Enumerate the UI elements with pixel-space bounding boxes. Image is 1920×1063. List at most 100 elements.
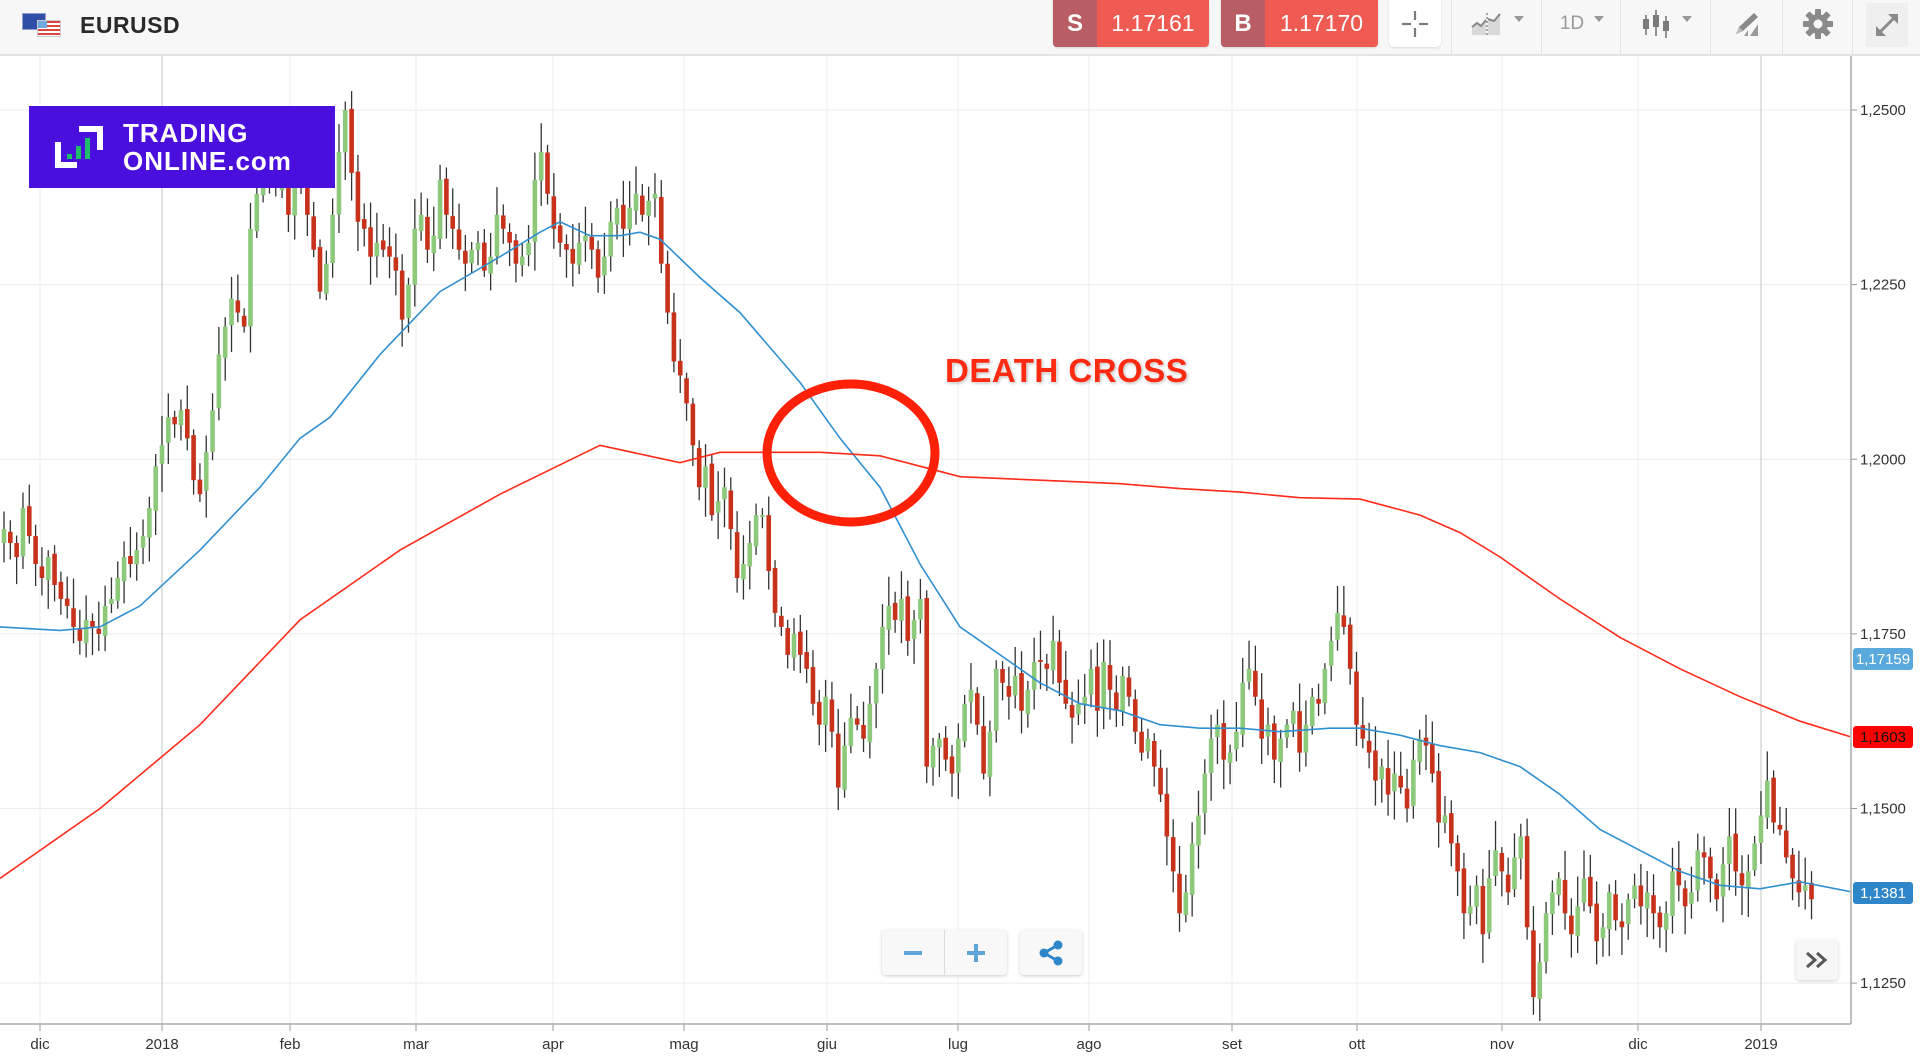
candle-body	[848, 717, 854, 746]
fast-moving-average-line	[0, 220, 1851, 893]
candle-body	[766, 515, 772, 572]
candle-body	[1379, 766, 1385, 780]
candle-body	[475, 242, 481, 250]
candle-body	[507, 232, 512, 243]
candle-body	[1644, 892, 1650, 909]
minus-icon	[904, 950, 922, 955]
candle-body	[1739, 873, 1745, 886]
candle-body	[1619, 921, 1625, 928]
candle-body	[1581, 878, 1587, 903]
candle-body	[652, 193, 658, 199]
candle-body	[166, 417, 171, 443]
candle-body	[342, 110, 348, 153]
candle-body	[1309, 696, 1315, 727]
candle-body	[1063, 679, 1069, 704]
candle-body	[1531, 930, 1536, 998]
candle-body	[1202, 773, 1208, 813]
buy-button[interactable]: B 1.17170	[1221, 0, 1378, 47]
candle-body	[1493, 850, 1498, 877]
candle-body	[1467, 906, 1473, 914]
timeframe-dropdown[interactable]: 1D	[1545, 0, 1619, 47]
symbol-selector[interactable]: EURUSD	[22, 8, 180, 42]
candle-body	[1758, 815, 1764, 843]
candle-body	[1562, 879, 1568, 914]
candle-body	[949, 756, 955, 774]
buy-price: 1.17170	[1279, 10, 1364, 36]
candle-body	[102, 605, 108, 636]
chevron-down-icon	[1514, 15, 1524, 22]
x-tick-label: apr	[542, 1036, 564, 1053]
candle-body	[937, 738, 942, 748]
candle-body	[1550, 892, 1555, 915]
sell-button[interactable]: S 1.17161	[1053, 0, 1209, 47]
candle-body	[1050, 640, 1056, 671]
indicators-icon	[1471, 12, 1501, 36]
candle-body	[1708, 856, 1713, 879]
candlestick-chart-icon	[1643, 9, 1669, 38]
candle-body	[1486, 878, 1492, 933]
candle-body	[760, 515, 765, 518]
candle-body	[1727, 836, 1732, 864]
x-tick-label: dic	[30, 1036, 50, 1053]
candle-body	[1670, 871, 1675, 916]
candle-body	[703, 466, 708, 488]
settings-button[interactable]	[1786, 0, 1850, 47]
share-icon	[1039, 940, 1063, 965]
candle-body	[519, 256, 525, 266]
fast-ma-price-tag: 1,1381	[1853, 882, 1913, 904]
candle-body	[184, 409, 190, 439]
plus-icon	[967, 943, 985, 962]
share-button[interactable]	[1020, 930, 1082, 975]
y-tick-label: 1,1500	[1860, 801, 1906, 818]
candle-body	[374, 242, 380, 257]
candle-body	[943, 737, 948, 760]
candle-body	[1145, 738, 1151, 752]
candle-body	[8, 531, 13, 544]
zoom-in-button[interactable]	[945, 930, 1007, 975]
candle-body	[981, 726, 986, 774]
fullscreen-button[interactable]	[1866, 3, 1908, 47]
last-price-tag: 1,17159	[1853, 648, 1913, 670]
candle-body	[1221, 723, 1227, 760]
x-tick-label: ott	[1349, 1036, 1367, 1053]
candle-body	[956, 738, 961, 773]
candle-body	[1082, 696, 1088, 705]
candlestick-chart[interactable]: 1,2500 1,2250 1,2000 1,1750 1,1500 1,1250 dic 2…	[0, 56, 1920, 1058]
drawing-tools-button[interactable]	[1714, 0, 1780, 47]
candle-body	[1000, 668, 1005, 683]
crosshair-button[interactable]	[1389, 0, 1441, 47]
chart-type-button[interactable]	[1624, 0, 1708, 47]
candle-body	[1114, 692, 1119, 711]
candle-body	[924, 598, 930, 767]
candle-body	[1651, 895, 1656, 914]
price-chart[interactable]: 1,2500 1,2250 1,2000 1,1750 1,1500 1,1250 dic 2…	[0, 56, 1920, 1058]
candle-body	[564, 243, 569, 250]
candle-body	[1341, 615, 1347, 627]
candle-body	[1543, 913, 1549, 962]
candle-body	[905, 596, 911, 641]
candle-body	[1537, 962, 1543, 999]
logo-line1: TRADING	[123, 118, 249, 148]
zoom-out-button[interactable]	[882, 930, 944, 975]
indicators-button[interactable]	[1455, 0, 1539, 47]
candle-body	[406, 284, 411, 319]
candle-body	[83, 619, 89, 644]
y-tick-label: 1,1250	[1860, 975, 1906, 992]
candle-body	[684, 378, 689, 404]
candle-body	[1259, 699, 1264, 739]
candle-body	[1676, 868, 1682, 886]
candle-body	[861, 725, 866, 739]
candle-body	[1012, 675, 1018, 696]
candle-body	[1746, 871, 1751, 889]
crosshair-icon	[1402, 10, 1428, 37]
sell-label: S	[1053, 0, 1097, 47]
scroll-to-latest-button[interactable]	[1796, 940, 1838, 980]
candle-body	[109, 598, 114, 605]
x-tick-label: set	[1222, 1036, 1243, 1053]
candle-body	[816, 701, 822, 725]
candle-body	[633, 193, 639, 211]
candle-body	[1057, 641, 1062, 683]
candle-body	[823, 696, 828, 726]
candle-body	[1177, 873, 1182, 914]
candle-body	[1404, 788, 1410, 809]
